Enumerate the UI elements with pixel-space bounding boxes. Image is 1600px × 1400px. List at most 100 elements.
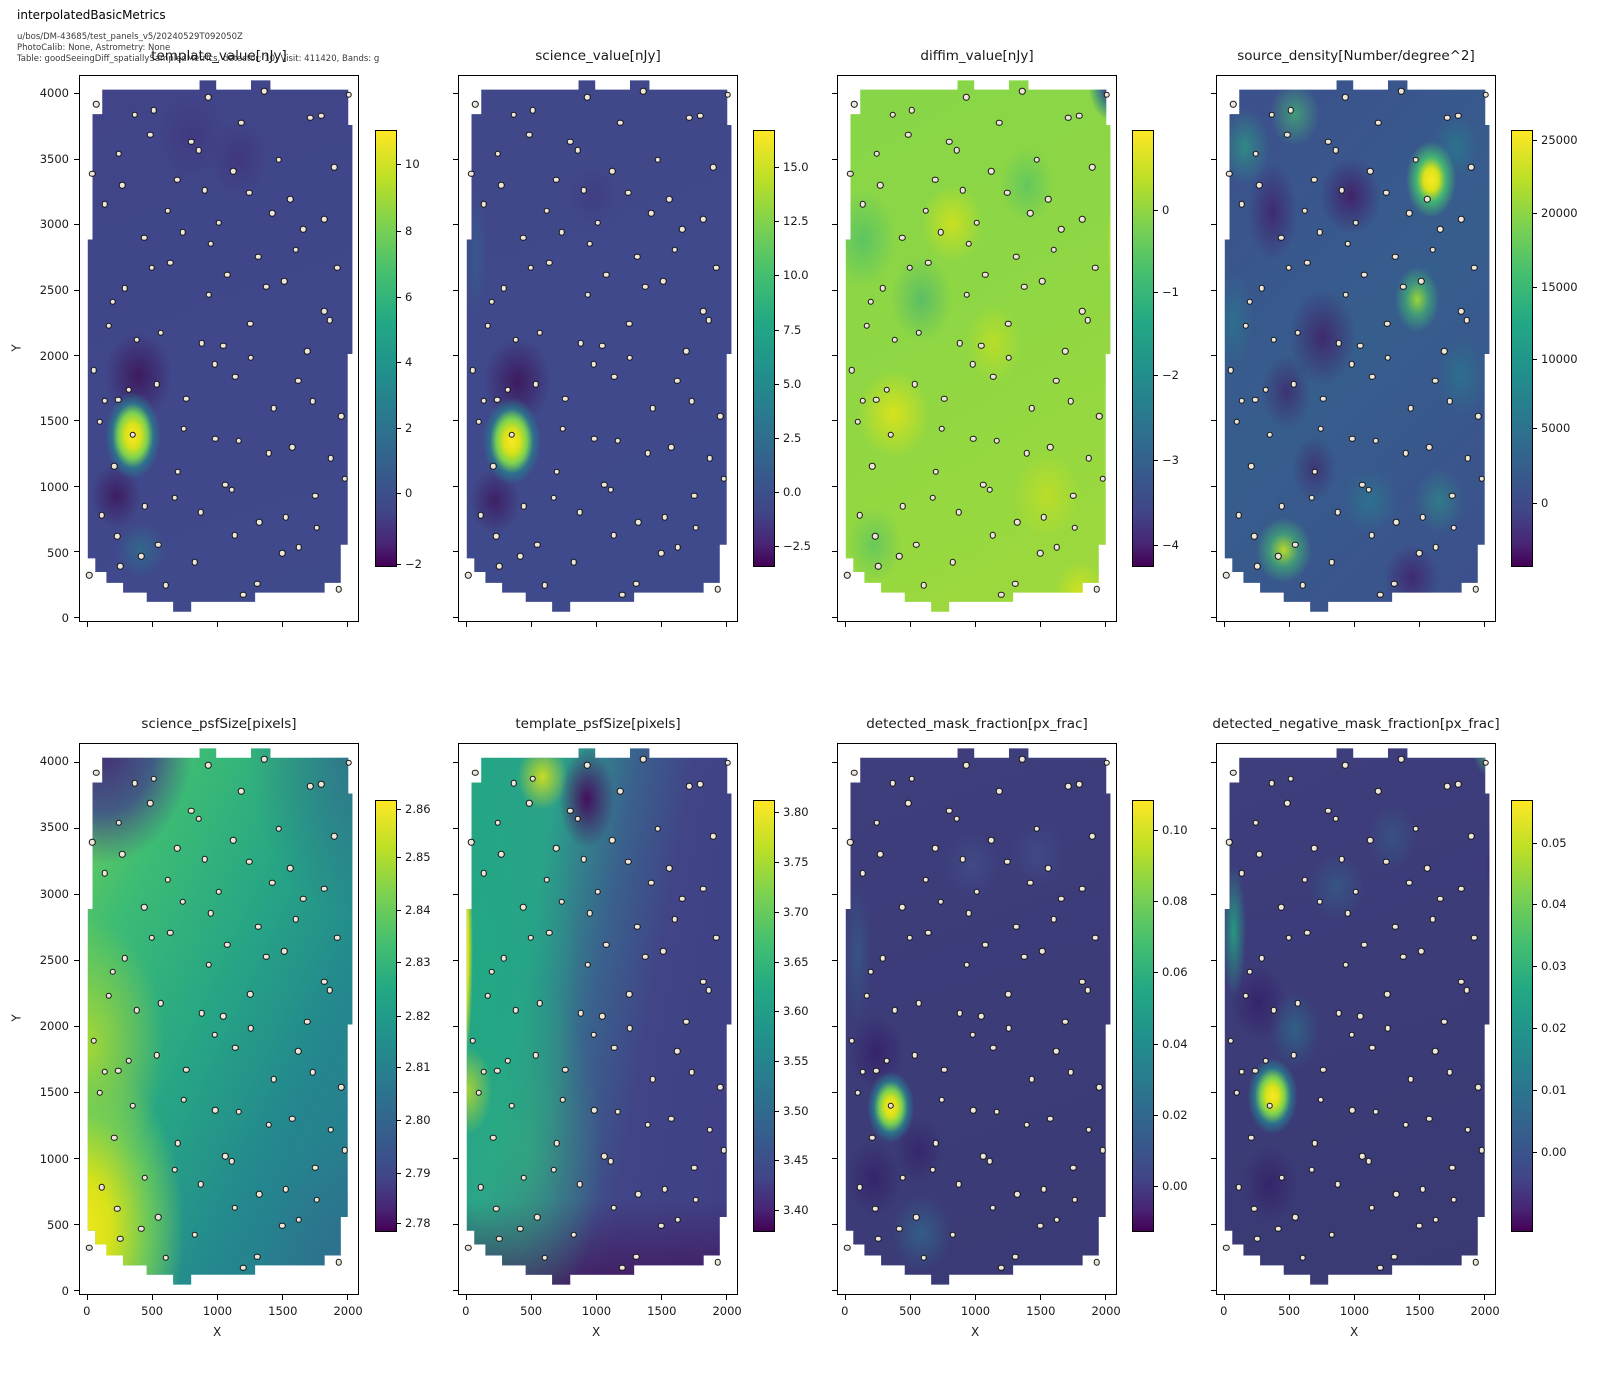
sample-point-marker (1277, 904, 1285, 911)
sample-point-marker (965, 910, 973, 917)
sample-point-marker (955, 508, 962, 516)
y-tick-mark (453, 1157, 458, 1159)
sample-point-marker (254, 253, 262, 261)
sample-point-marker (472, 101, 479, 108)
sample-point-marker (1369, 1044, 1376, 1051)
sample-point-marker (96, 1089, 103, 1096)
colorbar-tick-label: −4 (1162, 537, 1179, 552)
sample-point-marker (469, 1037, 477, 1045)
sample-point-marker (868, 462, 876, 470)
sample-point-marker (614, 437, 622, 444)
sample-point-marker (644, 1121, 651, 1128)
y-tick-mark (453, 1289, 458, 1291)
colorbar-tick-label: −2 (1162, 368, 1179, 383)
sample-point-marker (1372, 1108, 1380, 1116)
sample-point-marker (532, 1052, 539, 1059)
sample-point-marker (1372, 437, 1380, 444)
sample-point-marker (995, 119, 1003, 127)
colorbar-tick-label: 3.60 (783, 1004, 809, 1019)
sample-point-marker (574, 146, 582, 154)
sample-point-marker (876, 850, 884, 858)
y-tick-mark (832, 616, 837, 618)
sample-point-marker (1061, 348, 1069, 355)
sample-point-marker (543, 207, 550, 214)
sample-point-marker (105, 322, 112, 329)
sample-point-marker (231, 532, 238, 539)
sample-point-marker (590, 1031, 597, 1039)
sample-point-marker (1258, 955, 1265, 962)
sample-point-marker (616, 788, 624, 795)
sample-point-marker (295, 544, 303, 551)
y-axis-label: Y (9, 1014, 24, 1022)
colorbar-tick-label: 5.0 (783, 376, 802, 391)
colorbar-tick-label: 10 (405, 156, 420, 171)
colorbar-tick-mark (775, 546, 779, 548)
sample-point-marker (254, 923, 262, 930)
sample-point-marker (648, 210, 655, 217)
sample-point-marker (633, 253, 641, 261)
y-tick-label: 3000 (39, 886, 69, 901)
sample-point-marker (197, 508, 204, 516)
sample-point-marker (223, 271, 231, 279)
sample-point-marker (1099, 475, 1107, 483)
colorbar-tick-label: 6 (405, 290, 413, 305)
colorbar-tick-mark (775, 492, 779, 494)
sample-point-marker (520, 1174, 528, 1182)
sample-point-marker (1455, 112, 1462, 120)
sample-point-marker (475, 1089, 482, 1096)
sample-point-marker (1227, 1037, 1235, 1045)
x-tick-mark (1418, 1295, 1420, 1300)
colorbar-tick-label: 0.00 (1162, 1179, 1188, 1194)
sample-point-marker (1258, 285, 1265, 292)
sample-point-marker (990, 1044, 997, 1051)
sample-point-marker (1416, 550, 1423, 557)
sample-point-marker (1096, 412, 1103, 420)
sample-point-marker (1284, 800, 1291, 807)
colorbar-tick-mark (1154, 460, 1158, 462)
colorbar-tick-label: 3.45 (783, 1153, 809, 1168)
sample-point-marker (510, 779, 518, 787)
y-tick-label: 1000 (39, 1151, 69, 1166)
sample-point-marker (937, 229, 944, 236)
sample-point-marker (1475, 412, 1482, 420)
sample-point-marker (1084, 987, 1091, 994)
sample-point-marker (913, 541, 920, 548)
sample-point-marker (1311, 468, 1318, 475)
sample-point-marker (889, 779, 897, 787)
colorbar-tick-mark (397, 1015, 401, 1017)
colorbar-tick-mark (1154, 1114, 1158, 1116)
y-tick-mark (74, 616, 79, 618)
y-tick-mark (832, 761, 837, 763)
y-tick-mark (1211, 485, 1216, 487)
sample-point-marker (477, 1184, 485, 1191)
sample-point-marker (1247, 462, 1255, 470)
y-tick-mark (832, 893, 837, 895)
colorbar-tick-mark (1154, 209, 1158, 211)
sample-point-marker (256, 1191, 263, 1198)
sample-point-marker (624, 858, 632, 865)
sample-point-marker (1027, 879, 1034, 886)
sample-point-marker (1335, 339, 1342, 347)
sample-point-marker (166, 259, 174, 267)
sample-point-marker (922, 207, 929, 214)
sample-point-marker (270, 405, 277, 412)
sample-point-marker (1423, 195, 1431, 203)
sample-point-marker (1027, 210, 1034, 217)
sample-point-marker (1262, 1057, 1269, 1064)
x-tick-mark (152, 1295, 154, 1300)
colorbar-tick-label: 2.84 (405, 902, 431, 917)
sample-point-marker (1406, 210, 1413, 217)
sample-point-marker (712, 264, 720, 272)
plot-axes (832, 75, 1117, 627)
sample-point-marker (1468, 164, 1475, 171)
sample-point-marker (529, 775, 537, 782)
sample-point-marker (1457, 885, 1465, 892)
sample-point-marker (1050, 246, 1057, 254)
panel-title: detected_negative_mask_fraction[px_frac] (1212, 716, 1500, 732)
x-tick-mark (1418, 622, 1420, 627)
sample-point-marker (570, 1231, 578, 1238)
sample-point-marker (150, 107, 158, 114)
sample-point-marker (101, 870, 109, 877)
y-tick-label: 0 (61, 1284, 69, 1299)
y-tick-mark (1211, 551, 1216, 553)
